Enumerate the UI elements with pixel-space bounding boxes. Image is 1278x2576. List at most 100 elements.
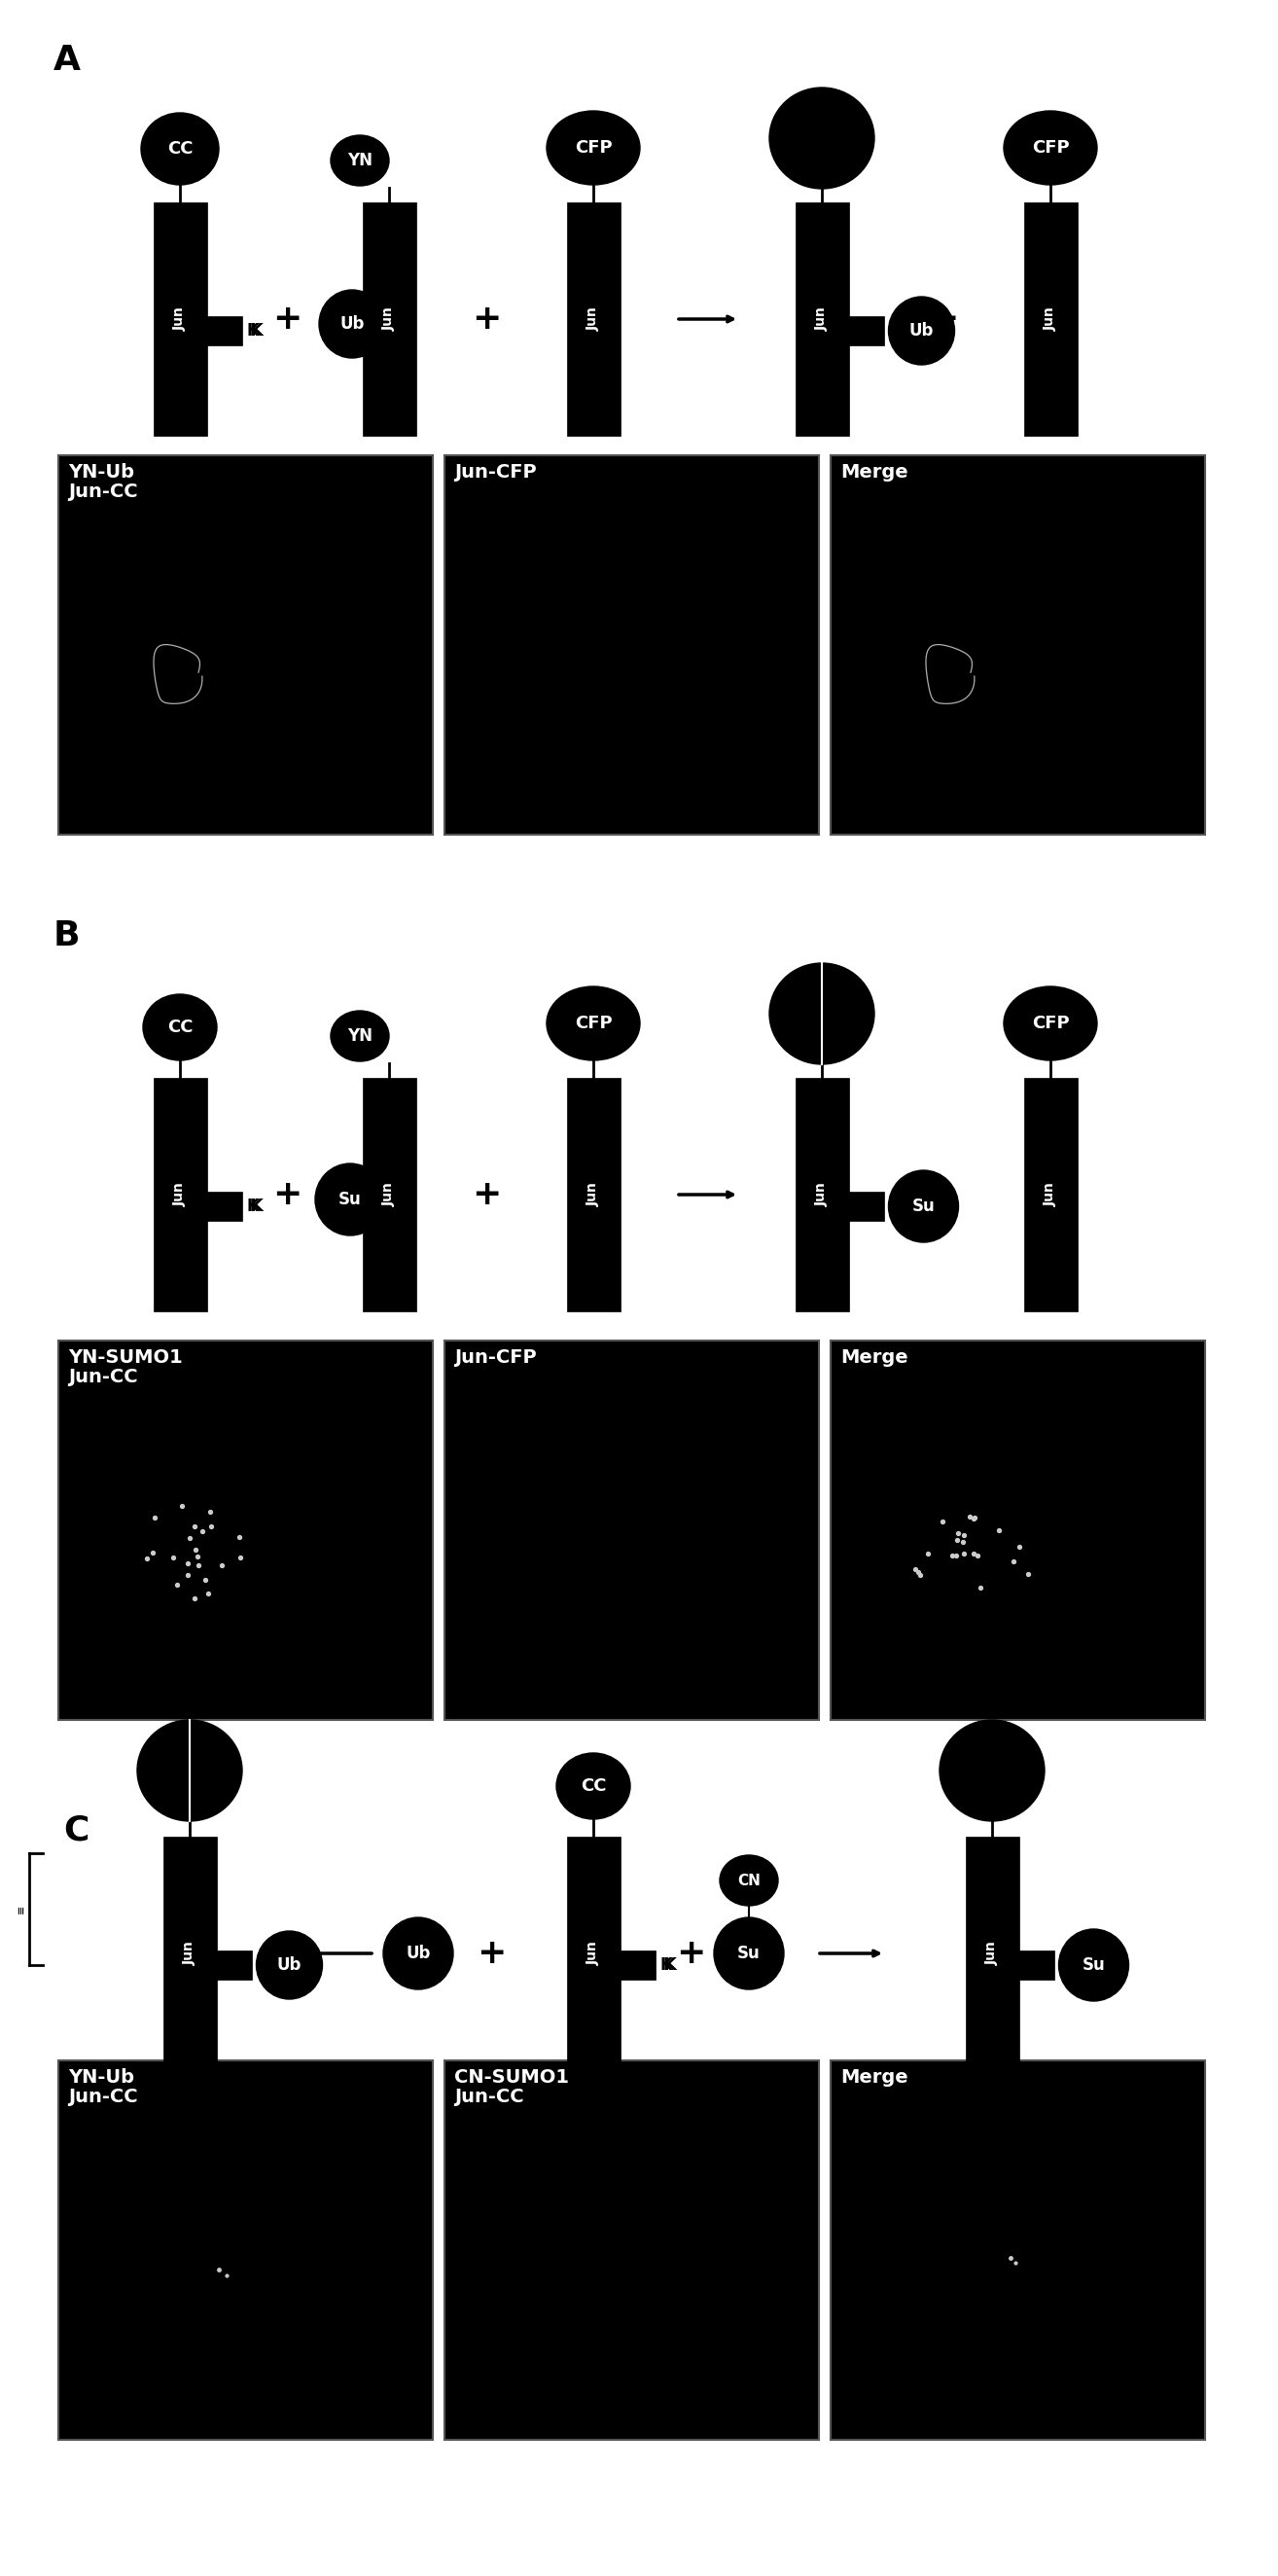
Text: Su: Su (1082, 1955, 1105, 1973)
Text: +: + (929, 301, 958, 335)
Text: Jun: Jun (382, 1182, 396, 1206)
Bar (362, 204, 415, 435)
Bar (153, 1077, 207, 1311)
Text: +: + (272, 1177, 302, 1211)
Text: Ub: Ub (340, 314, 364, 332)
Text: K: K (888, 1198, 901, 1216)
Bar (59, 456, 433, 835)
Text: Jun: Jun (815, 307, 828, 332)
Bar (965, 1837, 1019, 2071)
Text: K: K (663, 1955, 676, 1973)
Text: +: + (472, 1177, 501, 1211)
Ellipse shape (143, 994, 217, 1061)
Text: CN: CN (737, 1873, 760, 1888)
Text: Merge: Merge (841, 464, 909, 482)
Ellipse shape (720, 1855, 778, 1906)
Text: A: A (54, 44, 81, 77)
Ellipse shape (1058, 1929, 1128, 2002)
Ellipse shape (556, 1754, 630, 1819)
Ellipse shape (769, 963, 874, 1064)
Ellipse shape (769, 88, 874, 188)
Ellipse shape (331, 1010, 389, 1061)
Text: YN-SUMO1: YN-SUMO1 (68, 1347, 183, 1368)
Text: Su: Su (339, 1190, 362, 1208)
Text: YN: YN (348, 152, 372, 170)
Text: Jun: Jun (183, 1942, 197, 1965)
Text: Su: Su (737, 1945, 760, 1963)
Ellipse shape (137, 1721, 242, 1821)
Bar (445, 456, 819, 835)
Text: Jun: Jun (382, 307, 396, 332)
Bar (445, 2061, 819, 2439)
Text: K: K (1058, 1955, 1071, 1973)
Text: Su: Su (912, 1198, 935, 1216)
Ellipse shape (547, 111, 640, 185)
Ellipse shape (1003, 111, 1097, 185)
Text: YN-Ub: YN-Ub (68, 464, 134, 482)
Bar (831, 1340, 1205, 1721)
Text: +: + (929, 1177, 958, 1211)
Ellipse shape (714, 1917, 783, 1989)
Text: ≡: ≡ (17, 1904, 27, 1914)
Bar (1024, 1077, 1077, 1311)
Text: +: + (472, 301, 501, 335)
Text: Jun: Jun (173, 1182, 187, 1206)
Bar (795, 204, 849, 435)
Text: Ub: Ub (406, 1945, 431, 1963)
Text: K: K (249, 1198, 263, 1216)
Bar (795, 1077, 849, 1311)
Ellipse shape (257, 1932, 322, 1999)
Text: Jun: Jun (985, 1942, 999, 1965)
Text: Ub: Ub (909, 322, 934, 340)
Bar (617, 1950, 656, 1981)
Bar (445, 1340, 819, 1721)
Ellipse shape (547, 987, 640, 1061)
Ellipse shape (383, 1917, 454, 1989)
Text: Jun-CC: Jun-CC (68, 482, 138, 500)
Text: Merge: Merge (841, 2069, 909, 2087)
Text: K: K (257, 1955, 268, 1973)
Text: CC: CC (580, 1777, 606, 1795)
Bar (566, 1837, 620, 2071)
Text: B: B (54, 920, 81, 953)
Text: K: K (249, 322, 263, 340)
Bar (213, 1950, 252, 1981)
Text: Jun-CC: Jun-CC (68, 2087, 138, 2105)
Bar (1024, 204, 1077, 435)
Text: Jun-CC: Jun-CC (68, 1368, 138, 1386)
Text: Merge: Merge (841, 1347, 909, 1368)
Ellipse shape (320, 291, 385, 358)
Text: Ub: Ub (277, 1955, 302, 1973)
Bar (362, 1077, 415, 1311)
Text: Jun-CFP: Jun-CFP (454, 464, 537, 482)
Ellipse shape (331, 134, 389, 185)
Bar (1016, 1950, 1054, 1981)
Ellipse shape (888, 296, 955, 366)
Bar (846, 317, 883, 345)
Text: CC: CC (167, 139, 193, 157)
Text: +: + (272, 301, 302, 335)
Ellipse shape (141, 113, 219, 185)
Bar (566, 1077, 620, 1311)
Ellipse shape (939, 1721, 1044, 1821)
Text: Jun: Jun (587, 307, 601, 332)
Text: Jun-CFP: Jun-CFP (454, 1347, 537, 1368)
Text: +: + (477, 1937, 506, 1971)
Text: Jun: Jun (1044, 1182, 1057, 1206)
Text: Jun: Jun (173, 307, 187, 332)
Text: +: + (676, 1937, 705, 1971)
Text: CFP: CFP (1031, 1015, 1070, 1033)
Text: Jun-CC: Jun-CC (454, 2087, 524, 2105)
Text: K: K (247, 1198, 259, 1216)
Text: Jun: Jun (815, 1182, 828, 1206)
Text: Jun: Jun (587, 1942, 601, 1965)
Text: K: K (659, 1955, 672, 1973)
Text: CN-SUMO1: CN-SUMO1 (454, 2069, 569, 2087)
Text: YN-Ub: YN-Ub (68, 2069, 134, 2087)
Bar (831, 456, 1205, 835)
Ellipse shape (888, 1170, 958, 1242)
Bar (203, 1193, 242, 1221)
Bar (203, 317, 242, 345)
Text: Jun: Jun (1044, 307, 1057, 332)
Bar (59, 1340, 433, 1721)
